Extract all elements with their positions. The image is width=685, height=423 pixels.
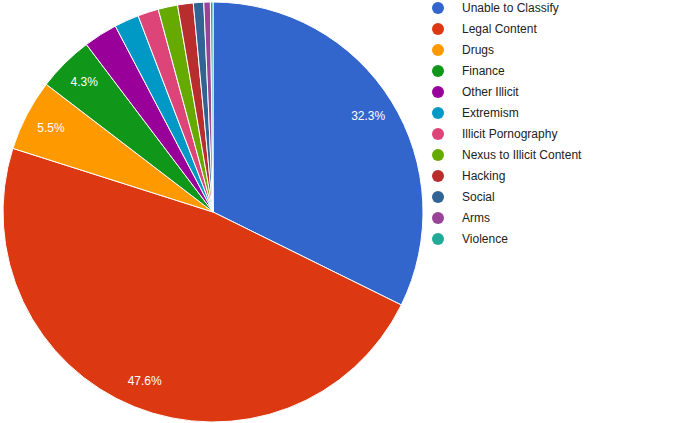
html-text:Legal Content: Legal Content bbox=[462, 21, 537, 36]
html-text:Other Illicit: Other Illicit bbox=[462, 84, 519, 99]
html-text:Finance: Finance bbox=[462, 63, 505, 78]
svg-text:5.5%: 5.5% bbox=[37, 121, 65, 135]
svg-text:4.3%: 4.3% bbox=[71, 75, 99, 89]
html-text:Extremism: Extremism bbox=[462, 105, 519, 120]
html-text:Social: Social bbox=[462, 189, 495, 204]
html-text:Illicit Pornography: Illicit Pornography bbox=[462, 126, 558, 141]
html-text:Hacking: Hacking bbox=[462, 168, 506, 183]
svg-text:32.3%: 32.3% bbox=[351, 109, 385, 123]
html-text:Unable to Classify: Unable to Classify bbox=[462, 0, 559, 15]
svg-text:47.6%: 47.6% bbox=[128, 374, 162, 388]
html-text:Nexus to Illicit Content: Nexus to Illicit Content bbox=[462, 147, 582, 162]
html-text:Arms: Arms bbox=[462, 210, 490, 225]
html-text:Violence: Violence bbox=[462, 231, 508, 246]
html-text:Drugs: Drugs bbox=[462, 42, 494, 57]
